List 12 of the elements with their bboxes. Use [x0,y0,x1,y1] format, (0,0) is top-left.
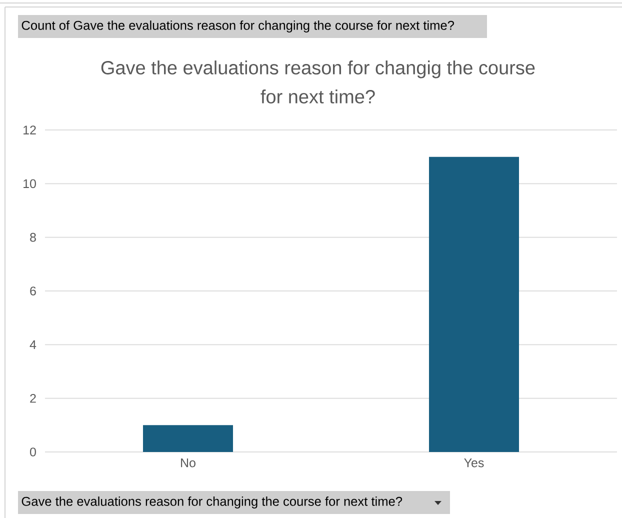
y-tick-label: 2 [30,394,36,403]
text: Gave the evaluations reason for changing the course for next time? [22,496,402,508]
y-tick-label: 12 [24,126,36,134]
y-tick-label: 8 [30,232,36,242]
text: Count of Gave the evaluations reason for changing the course for next time? [22,20,454,32]
y-tick-label: 6 [30,286,36,296]
chart-title: Gave the evaluations reason for changig the course for next time? [101,60,535,104]
y-tick-label: 4 [30,340,36,349]
x-tick-label: No [181,458,196,468]
x-tick-label: Yes [464,458,484,468]
y-tick-label: 0 [30,448,36,456]
y-tick-label: 10 [24,179,36,188]
